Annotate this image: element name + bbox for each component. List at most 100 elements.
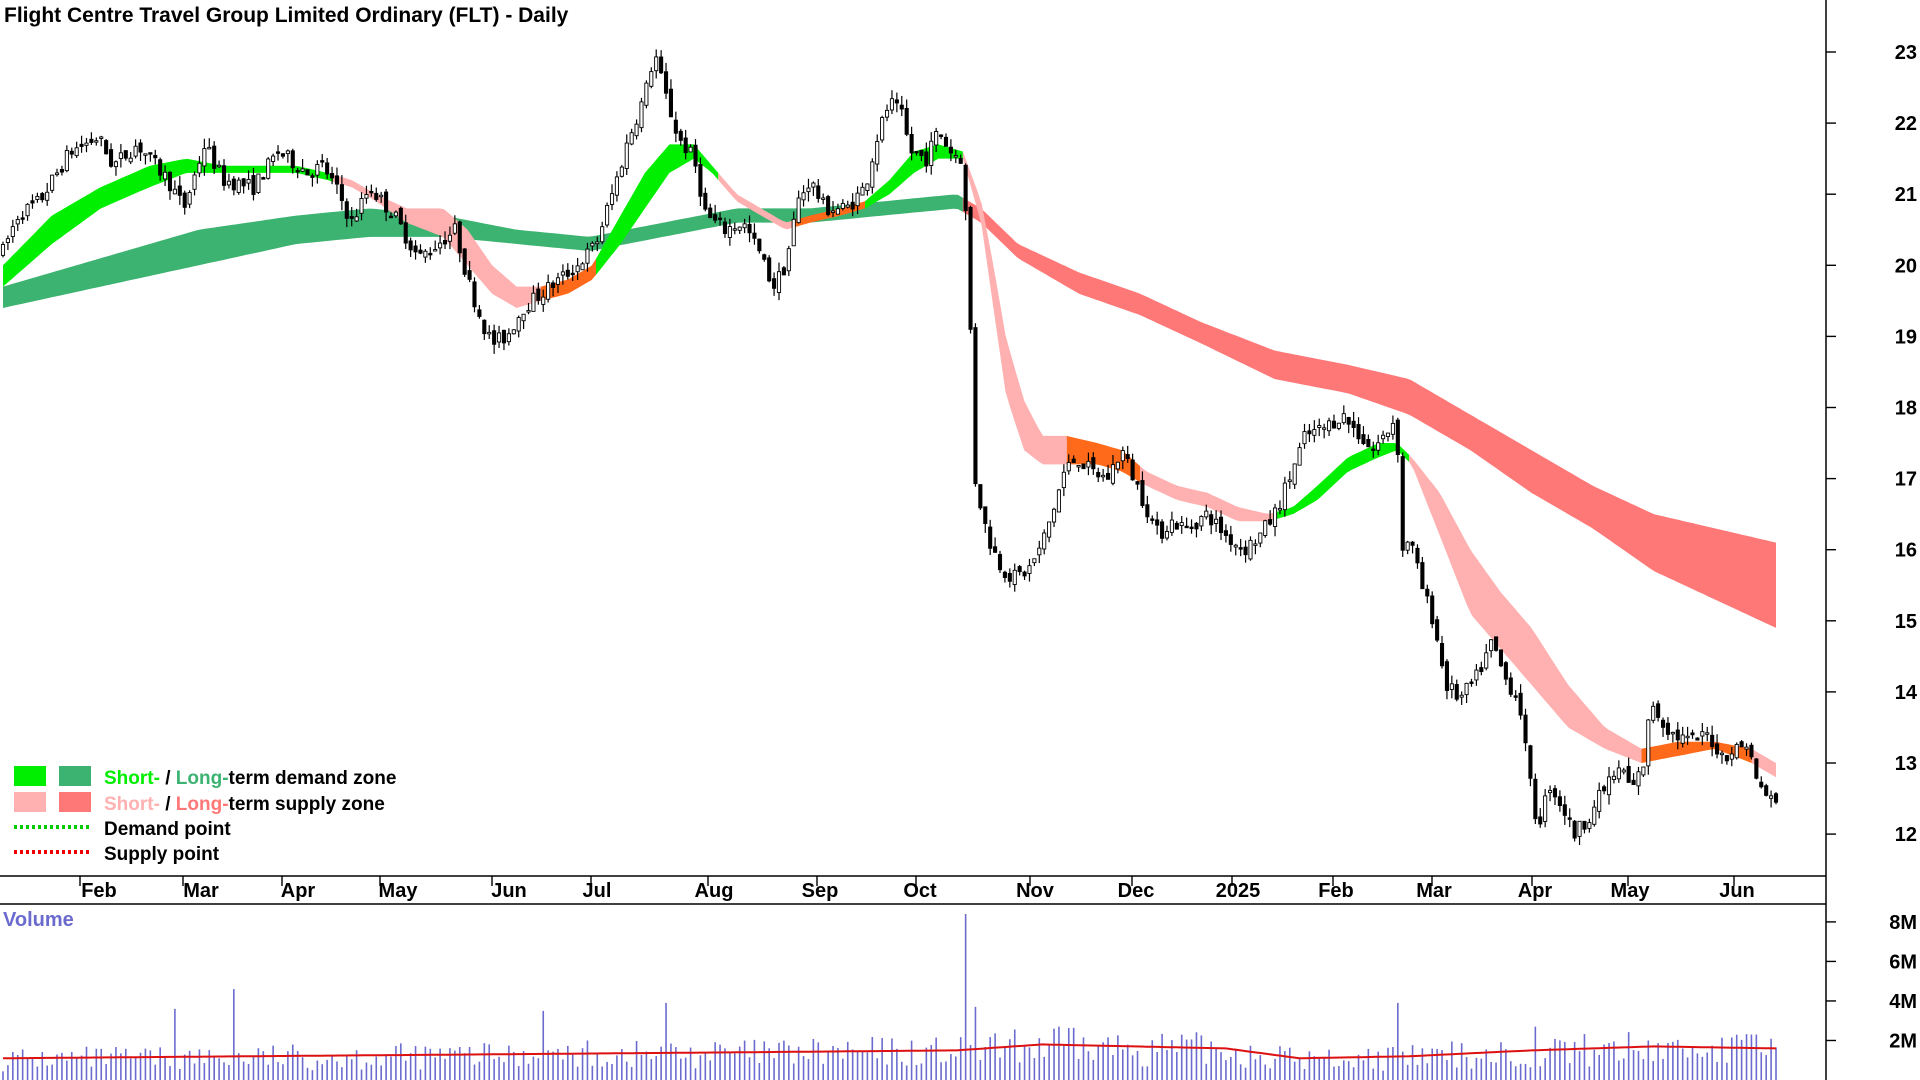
candle-174	[855, 186, 860, 215]
candle-335	[1646, 719, 1651, 775]
candle-183	[899, 95, 904, 117]
short-zone-segment-15	[1641, 741, 1752, 763]
x-tick-label-0: Feb	[81, 880, 117, 902]
x-tick-label-2: Apr	[281, 880, 316, 902]
candle-212	[1042, 529, 1047, 555]
candle-11	[54, 168, 60, 177]
candle-26	[128, 152, 133, 165]
candle-102	[501, 329, 507, 351]
candle-332	[1631, 773, 1636, 785]
candle-269	[1322, 423, 1327, 439]
candle-206	[1012, 563, 1017, 592]
short-zone-segment-14	[1409, 454, 1642, 763]
candle-96	[472, 277, 477, 313]
candle-321	[1577, 820, 1582, 845]
candle-209	[1027, 558, 1032, 582]
candle-34	[167, 171, 173, 200]
legend-entry-supply-point: Supply point	[104, 844, 220, 865]
candle-291	[1430, 591, 1435, 629]
candle-8	[40, 192, 45, 203]
candle-33	[163, 165, 168, 187]
candle-268	[1317, 418, 1322, 437]
candle-122	[600, 221, 605, 245]
candle-164	[806, 178, 811, 202]
candle-289	[1420, 556, 1425, 590]
candle-112	[551, 280, 556, 297]
candle-167	[821, 193, 826, 205]
candle-320	[1572, 819, 1577, 842]
candle-198	[973, 323, 978, 487]
candle-224	[1101, 468, 1106, 482]
candle-22	[108, 143, 114, 168]
candle-138	[678, 128, 683, 146]
candle-12	[59, 165, 64, 176]
candle-111	[546, 274, 551, 303]
candle-50	[246, 170, 251, 190]
x-ticks: Feb Mar Apr May Jun Jul Aug Sep Oct Nov Dec 2025 Feb…	[79, 876, 1755, 902]
candle-69	[339, 175, 344, 211]
candle-84	[413, 240, 418, 260]
candle-108	[531, 285, 536, 312]
candle-207	[1017, 565, 1022, 576]
candle-79	[388, 212, 394, 219]
short-zone-segment-16	[1751, 748, 1776, 778]
volume-tick-label-6M: 6M	[1889, 951, 1917, 973]
candle-134	[659, 50, 664, 75]
candle-260	[1277, 500, 1283, 515]
candle-75	[369, 184, 374, 197]
candle-45	[221, 159, 227, 191]
x-tick-label-13: Mar	[1416, 880, 1452, 902]
candle-29	[143, 153, 148, 165]
candle-156	[767, 255, 772, 283]
candle-109	[536, 282, 541, 305]
short-zone-segment-0	[3, 158, 334, 287]
candle-143	[703, 187, 708, 212]
candle-9	[45, 182, 50, 206]
candle-204	[1002, 570, 1007, 583]
candle-229	[1125, 445, 1130, 463]
candle-326	[1602, 784, 1607, 795]
candle-41	[202, 138, 207, 176]
candle-278	[1366, 434, 1371, 448]
candle-31	[153, 149, 158, 165]
candle-334	[1641, 766, 1646, 777]
candle-213	[1047, 521, 1052, 543]
candle-208	[1022, 570, 1027, 580]
candle-6	[30, 194, 35, 209]
candle-101	[496, 325, 502, 348]
candle-316	[1552, 785, 1558, 805]
candle-346	[1700, 722, 1705, 746]
candle-151	[742, 218, 747, 234]
y-tick-label-12: 12	[1895, 824, 1917, 846]
candle-106	[521, 313, 526, 330]
candle-302	[1484, 643, 1489, 671]
candle-124	[609, 184, 615, 211]
candle-57	[280, 153, 285, 159]
candle-135	[663, 62, 669, 99]
candle-245	[1204, 504, 1209, 520]
legend-entry-demand-zone: Short- / Long-term demand zone	[104, 768, 396, 789]
candle-309	[1518, 684, 1523, 720]
candle-152	[747, 215, 752, 243]
candle-172	[845, 200, 850, 209]
candle-67	[330, 166, 335, 185]
candle-308	[1513, 690, 1518, 702]
candle-160	[786, 245, 791, 276]
candle-64	[315, 160, 320, 184]
candle-227	[1115, 461, 1120, 474]
candle-17	[84, 138, 89, 153]
candle-39	[192, 171, 197, 196]
volume-tick-label-4M: 4M	[1889, 991, 1917, 1013]
candle-306	[1503, 661, 1508, 686]
candle-119	[585, 242, 590, 272]
candle-248	[1218, 510, 1224, 541]
candle-266	[1307, 423, 1312, 443]
volume-y-ticks: 2M 4M 6M 8M	[1826, 912, 1917, 1052]
candle-328	[1611, 770, 1616, 784]
candle-154	[757, 238, 762, 254]
candle-202	[993, 537, 998, 553]
candle-349	[1715, 734, 1720, 759]
candle-218	[1071, 455, 1076, 464]
candle-345	[1695, 737, 1700, 741]
candle-177	[870, 158, 875, 194]
